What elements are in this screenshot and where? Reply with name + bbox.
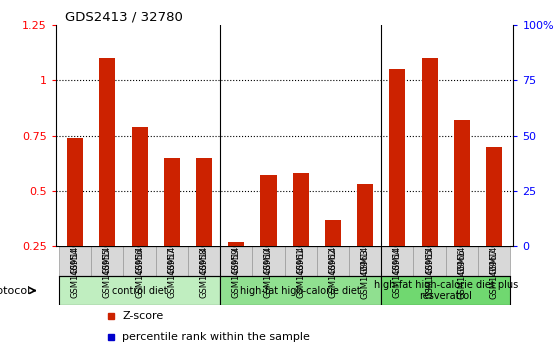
Bar <box>357 184 373 302</box>
Bar <box>156 25 188 246</box>
Bar <box>99 58 116 302</box>
Point <box>264 84 273 90</box>
Text: percentile rank within the sample: percentile rank within the sample <box>122 332 310 342</box>
Bar <box>349 25 381 246</box>
Text: GSM140967: GSM140967 <box>489 226 498 274</box>
Text: GSM140962: GSM140962 <box>329 226 338 274</box>
Point <box>135 59 144 65</box>
Bar <box>292 173 309 302</box>
Bar <box>123 25 156 246</box>
Text: GSM140956: GSM140956 <box>135 226 144 274</box>
Bar <box>59 276 220 305</box>
Text: GSM140955: GSM140955 <box>103 226 112 274</box>
Text: high-fat high-calorie diet: high-fat high-calorie diet <box>240 286 361 296</box>
Text: GSM140960: GSM140960 <box>264 226 273 274</box>
Text: GDS2413 / 32780: GDS2413 / 32780 <box>65 11 183 24</box>
Bar <box>59 246 92 276</box>
Bar <box>285 25 317 246</box>
Bar <box>252 246 285 276</box>
Bar <box>132 127 148 302</box>
Point <box>393 55 402 61</box>
Bar <box>478 246 510 276</box>
Text: GSM140965: GSM140965 <box>425 226 434 274</box>
Bar <box>381 246 413 276</box>
Text: control diet: control diet <box>112 286 167 296</box>
Bar <box>220 276 381 305</box>
Bar <box>228 242 244 302</box>
Bar <box>381 276 510 305</box>
Bar <box>196 158 212 302</box>
Bar <box>325 220 341 302</box>
Point <box>296 82 305 87</box>
Text: GSM140966: GSM140966 <box>458 226 466 274</box>
Point <box>489 66 498 72</box>
Point <box>103 48 112 54</box>
Bar <box>285 246 317 276</box>
Bar <box>454 120 470 302</box>
Text: GSM140957: GSM140957 <box>167 226 176 274</box>
Bar <box>92 246 123 276</box>
Bar <box>220 246 252 276</box>
Bar <box>389 69 406 302</box>
Bar <box>317 246 349 276</box>
Text: protocol: protocol <box>0 286 31 296</box>
Bar <box>220 25 252 246</box>
Bar <box>421 58 437 302</box>
Point <box>329 91 338 96</box>
Bar <box>261 176 277 302</box>
Bar <box>252 25 285 246</box>
Bar <box>478 25 510 246</box>
Text: GSM140954: GSM140954 <box>71 226 80 274</box>
Text: GSM140958: GSM140958 <box>200 226 209 274</box>
Bar <box>163 158 180 302</box>
Text: GSM140964: GSM140964 <box>393 226 402 274</box>
Point <box>71 66 80 72</box>
Bar <box>92 25 123 246</box>
Bar <box>317 25 349 246</box>
Bar <box>188 246 220 276</box>
Point <box>200 68 209 74</box>
Bar <box>67 138 83 302</box>
Point <box>232 102 240 107</box>
Text: GSM140963: GSM140963 <box>360 226 369 274</box>
Bar <box>486 147 502 302</box>
Bar <box>156 246 188 276</box>
Bar <box>123 246 156 276</box>
Point <box>458 62 466 68</box>
Bar <box>446 246 478 276</box>
Bar <box>188 25 220 246</box>
Bar <box>446 25 478 246</box>
Text: GSM140961: GSM140961 <box>296 226 305 274</box>
Bar <box>413 246 446 276</box>
Bar <box>413 25 446 246</box>
Text: GSM140959: GSM140959 <box>232 226 240 274</box>
Point <box>425 48 434 54</box>
Text: Z-score: Z-score <box>122 311 163 321</box>
Point <box>167 68 176 74</box>
Text: high-fat high-calorie diet plus
resveratrol: high-fat high-calorie diet plus resverat… <box>373 280 518 301</box>
Bar <box>59 25 92 246</box>
Bar <box>349 246 381 276</box>
Point <box>360 84 369 90</box>
Bar <box>381 25 413 246</box>
